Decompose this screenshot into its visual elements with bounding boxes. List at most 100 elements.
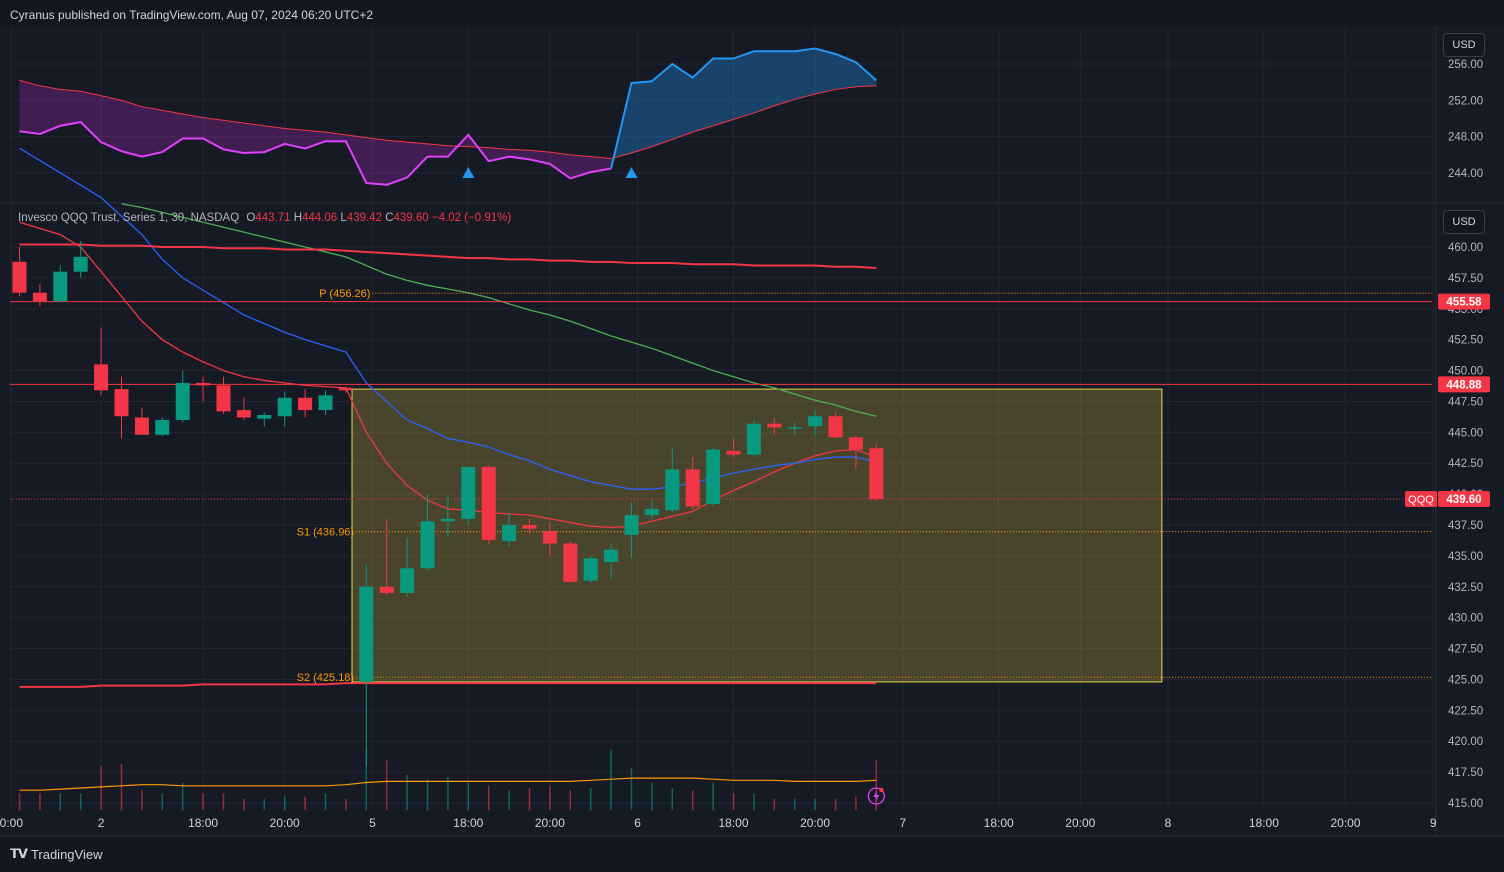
- volume-bar: [508, 790, 510, 810]
- price-tick-label: 445.00: [1448, 427, 1483, 439]
- candle-body: [563, 543, 578, 582]
- candle-body: [665, 469, 680, 511]
- volume-bar: [263, 799, 266, 810]
- candle-body: [583, 558, 598, 581]
- volume-bar: [18, 793, 21, 810]
- symbol-tag-label: QQQ: [1408, 494, 1434, 506]
- candle-body: [604, 549, 619, 563]
- volume-bar: [753, 793, 755, 810]
- indicator-line-blue: [610, 47, 877, 169]
- candle-body: [848, 437, 863, 450]
- price-tick-label: 422.50: [1448, 705, 1483, 717]
- candle-body: [379, 586, 394, 593]
- volume-bar: [793, 799, 796, 810]
- volume-bar: [426, 779, 429, 810]
- candle-body: [338, 387, 353, 391]
- time-tick-label: 0:00: [0, 816, 23, 830]
- volume-bar: [732, 793, 735, 810]
- currency-button-top[interactable]: USD: [1443, 33, 1485, 57]
- pivot-lines: P (456.26) S1 (436.96) S2 (425.18): [10, 288, 1432, 684]
- time-axis: 0:00 2 18:00 20:00 5 18:00 20:00 6 18:00 20:00 7 18…: [0, 816, 1437, 830]
- legend-h-label: H: [293, 212, 302, 224]
- candle-body: [420, 521, 435, 569]
- lightning-glyph-icon: [873, 790, 880, 802]
- price-tick-label: 460.00: [1448, 242, 1483, 254]
- volume-bar: [671, 788, 674, 810]
- candle-body: [542, 531, 557, 544]
- volume-bar: [59, 793, 62, 810]
- candles: [12, 240, 885, 805]
- level-tag-label: 455.58: [1446, 297, 1482, 309]
- time-tick-label: 20:00: [1065, 816, 1095, 830]
- legend-high: 444.06: [302, 212, 338, 224]
- candle-body: [808, 416, 823, 427]
- legend-close: 439.60: [393, 212, 429, 224]
- time-tick-label: 20:00: [800, 816, 830, 830]
- legend-symbol: Invesco QQQ Trust, Series 1, 30, NASDAQ: [18, 212, 240, 224]
- candle-body: [134, 417, 149, 435]
- candle-body: [32, 292, 47, 302]
- volume-bar: [467, 782, 470, 810]
- time-tick-label: 18:00: [453, 816, 483, 830]
- legend-low: 439.42: [346, 212, 382, 224]
- price-tick-label: 430.00: [1448, 613, 1483, 625]
- candle-body: [461, 466, 476, 519]
- candle-body: [787, 427, 802, 429]
- legend-l-label: L: [340, 212, 347, 224]
- ma-line: [19, 682, 877, 688]
- candle-body: [481, 466, 496, 540]
- level-tag: [1438, 376, 1490, 393]
- volume-bar: [875, 760, 878, 810]
- time-tick-label: 20:00: [535, 816, 565, 830]
- price-tick-label: 425.00: [1448, 674, 1483, 686]
- price-tick-label: 415.00: [1448, 798, 1483, 810]
- volume-bar: [447, 777, 449, 810]
- currency-button-main[interactable]: USD: [1443, 210, 1485, 234]
- alert-lightning-icon: [867, 787, 885, 805]
- time-tick-label: 18:00: [188, 816, 218, 830]
- candle-body: [175, 382, 190, 420]
- ohlc-legend: Invesco QQQ Trust, Series 1, 30, NASDAQ …: [18, 212, 511, 224]
- tradingview-footer[interactable]: 𝗧𝗩 TradingView: [10, 846, 102, 862]
- level-tag-label: 448.88: [1446, 379, 1482, 391]
- bullish-cloud: [611, 48, 877, 169]
- price-tick-label: 252.00: [1448, 95, 1483, 107]
- volume-bar: [385, 760, 388, 810]
- price-tick-label: 450.00: [1448, 366, 1483, 378]
- candle-body: [685, 469, 700, 507]
- time-tick-label: 18:00: [718, 816, 748, 830]
- candle-body: [440, 518, 455, 522]
- indicator-line-magenta: [19, 121, 612, 186]
- volume-bar: [120, 763, 123, 810]
- time-tick-label: 6: [634, 816, 641, 830]
- volume-bar: [181, 782, 184, 810]
- candle-body: [12, 261, 27, 293]
- volume-bar: [79, 793, 82, 810]
- price-tick-label: 427.50: [1448, 644, 1483, 656]
- time-tick-label: 18:00: [984, 816, 1014, 830]
- publisher-line: Cyranus published on TradingView.com, Au…: [10, 8, 374, 22]
- volume-bar: [773, 799, 776, 810]
- pivot-label: S1 (436.96): [297, 527, 354, 539]
- volume-bar: [569, 790, 572, 810]
- signal-triangle-icon: [625, 167, 638, 178]
- time-tick-label: 5: [369, 816, 376, 830]
- level-tag: [1438, 293, 1490, 310]
- upper-indicator-panel: [19, 47, 877, 186]
- time-tick-label: 20:00: [270, 816, 300, 830]
- volume-bar: [141, 790, 143, 810]
- volume-bar: [712, 782, 714, 810]
- price-tick-label: 457.50: [1448, 273, 1483, 285]
- price-tick-label: 420.00: [1448, 736, 1483, 748]
- volume-bar: [528, 788, 531, 810]
- candle-body: [298, 397, 313, 411]
- price-tick-label: 248.00: [1448, 132, 1483, 144]
- volume-bar: [855, 796, 857, 810]
- time-tick-label: 18:00: [1249, 816, 1279, 830]
- candle-body: [624, 515, 639, 535]
- candle-body: [400, 568, 415, 593]
- signal-triangle-icon: [462, 167, 475, 178]
- candle-body: [53, 271, 68, 302]
- volume-ma-line: [19, 777, 877, 791]
